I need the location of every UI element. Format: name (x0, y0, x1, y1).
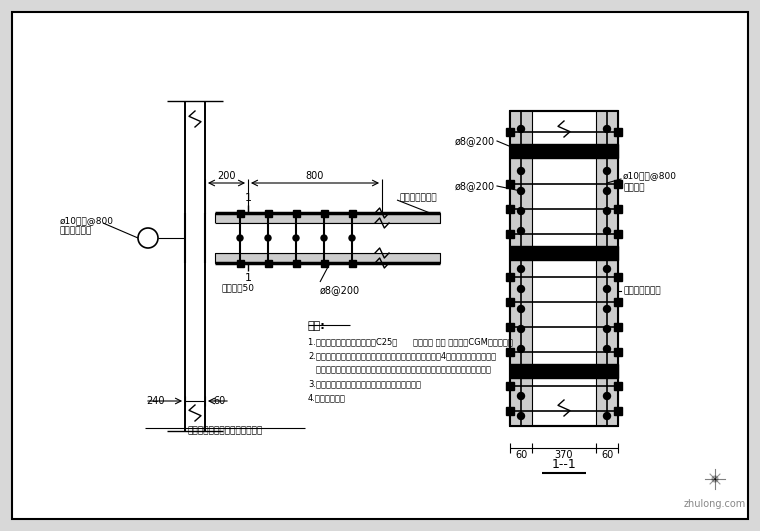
Circle shape (518, 227, 524, 235)
Text: 尔参数不大于该付要求的项目部位尺寸，每层参数不少于各层水平堆放窗位置处: 尔参数不大于该付要求的项目部位尺寸，每层参数不少于各层水平堆放窗位置处 (308, 365, 491, 374)
Text: 200: 200 (217, 171, 236, 181)
Bar (614, 382, 622, 390)
Circle shape (712, 476, 718, 482)
Bar (510, 111, 618, 426)
Bar (614, 323, 622, 331)
Circle shape (603, 326, 610, 332)
Text: 60: 60 (213, 396, 225, 406)
Circle shape (518, 266, 524, 272)
Bar (510, 246, 618, 260)
Text: 60: 60 (515, 450, 527, 460)
Bar (293, 210, 299, 217)
Bar (614, 407, 622, 415)
Circle shape (293, 235, 299, 241)
Bar (349, 260, 356, 267)
Circle shape (265, 235, 271, 241)
Bar (614, 180, 622, 188)
Bar (215, 213, 440, 223)
Circle shape (603, 413, 610, 419)
Bar (236, 210, 243, 217)
Bar (506, 323, 514, 331)
Bar (506, 230, 514, 238)
Circle shape (237, 235, 243, 241)
Text: ø10竖筋@800: ø10竖筋@800 (623, 172, 677, 181)
Bar (293, 260, 299, 267)
Circle shape (518, 208, 524, 215)
Text: 800: 800 (306, 171, 325, 181)
Circle shape (518, 187, 524, 194)
Bar (506, 382, 514, 390)
Text: 1--1: 1--1 (552, 458, 576, 471)
Text: ø8@200: ø8@200 (455, 136, 495, 146)
Circle shape (603, 305, 610, 313)
Bar (321, 260, 328, 267)
Circle shape (518, 413, 524, 419)
Bar (506, 205, 514, 213)
Bar (506, 273, 514, 281)
Text: 2.喷射混凝土时要求关闭项目部位尺寸，并对大门奥层屈服4方向键嵌块加实校验，: 2.喷射混凝土时要求关闭项目部位尺寸，并对大门奥层屈服4方向键嵌块加实校验， (308, 351, 496, 360)
Bar (264, 260, 271, 267)
Bar (321, 210, 328, 217)
Text: ø8@200: ø8@200 (455, 181, 495, 191)
Circle shape (603, 346, 610, 353)
Circle shape (518, 286, 524, 293)
Text: ø10锚筋@800: ø10锚筋@800 (60, 217, 114, 226)
Bar (215, 223, 440, 253)
Text: 1.喷射混凝土强度等级不小于C25，      钢筋末端 套筒 锚筋采用CGM灌浆料填筑: 1.喷射混凝土强度等级不小于C25， 钢筋末端 套筒 锚筋采用CGM灌浆料填筑 (308, 337, 513, 346)
Circle shape (603, 125, 610, 133)
Text: 60: 60 (601, 450, 613, 460)
Bar (614, 205, 622, 213)
Text: 双面喷射混凝土: 双面喷射混凝土 (623, 287, 660, 295)
Bar (506, 298, 514, 306)
Text: ø8@200: ø8@200 (320, 285, 360, 295)
Bar (510, 364, 618, 378)
Bar (510, 144, 618, 158)
Text: zhulong.com: zhulong.com (684, 499, 746, 509)
Bar (614, 230, 622, 238)
Circle shape (518, 167, 524, 175)
Circle shape (603, 208, 610, 215)
Bar (510, 111, 532, 426)
Circle shape (603, 187, 610, 194)
Circle shape (518, 346, 524, 353)
Circle shape (518, 326, 524, 332)
Text: 说明:: 说明: (308, 321, 326, 331)
Text: 1: 1 (245, 273, 252, 283)
Bar (236, 260, 243, 267)
Bar (264, 210, 271, 217)
Text: 通长布置: 通长布置 (623, 184, 644, 193)
Bar (506, 348, 514, 356)
Bar (614, 298, 622, 306)
Text: 4.详分参见下图: 4.详分参见下图 (308, 393, 346, 402)
Circle shape (603, 167, 610, 175)
Circle shape (603, 227, 610, 235)
Bar (614, 348, 622, 356)
Bar (349, 210, 356, 217)
Circle shape (518, 392, 524, 399)
Text: 3.施工前应将全部安装工程完毕后内机机入居地面: 3.施工前应将全部安装工程完毕后内机机入居地面 (308, 379, 421, 388)
Circle shape (603, 266, 610, 272)
Bar (506, 180, 514, 188)
Text: 370: 370 (555, 450, 573, 460)
Text: 埋入墙内50: 埋入墙内50 (222, 283, 255, 292)
Circle shape (321, 235, 327, 241)
Bar (506, 128, 514, 136)
Circle shape (349, 235, 355, 241)
Circle shape (603, 286, 610, 293)
Bar (614, 273, 622, 281)
Bar (215, 253, 440, 263)
Circle shape (603, 392, 610, 399)
Bar (614, 128, 622, 136)
Circle shape (518, 305, 524, 313)
Text: 240: 240 (147, 396, 165, 406)
Text: 1: 1 (245, 193, 252, 203)
Bar (506, 407, 514, 415)
Text: 双面喷射混凝土: 双面喷射混凝土 (400, 193, 438, 202)
Bar (596, 111, 618, 426)
Text: 纵墙单面喷射混凝土加固示意图: 纵墙单面喷射混凝土加固示意图 (188, 426, 263, 435)
Bar (185, 213, 205, 263)
Text: 锚筋双向布置: 锚筋双向布置 (60, 227, 92, 236)
Circle shape (518, 125, 524, 133)
